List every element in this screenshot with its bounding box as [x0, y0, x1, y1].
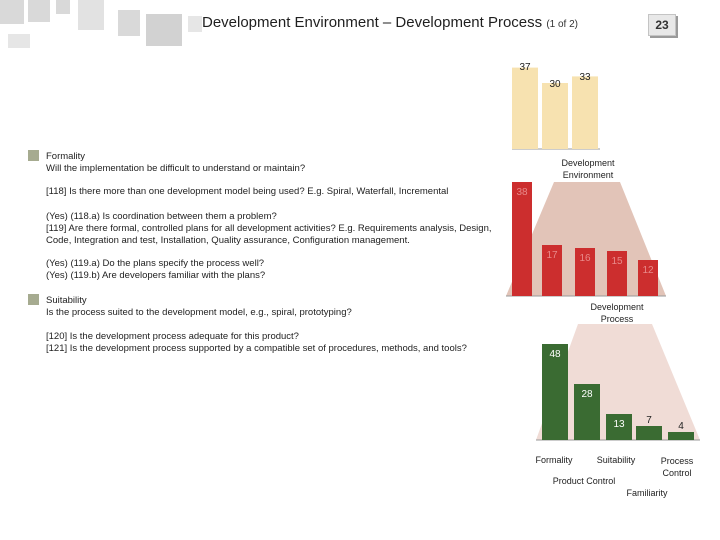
chart-title-development-environment-line2: Environment: [563, 170, 614, 180]
bar-1-3: [607, 251, 627, 296]
decorative-square: [28, 0, 50, 22]
bar-0-0: [512, 67, 538, 149]
category-label-product-control: Product Control: [552, 476, 616, 486]
decorative-square: [188, 16, 202, 32]
category-label-process-control: Process Control: [660, 456, 694, 478]
question-119: [119] Are there formal, controlled plans…: [46, 223, 492, 246]
section-heading-formality: Formality: [46, 151, 86, 162]
chart-title-development-process-line2: Process: [601, 314, 634, 324]
bar-value-label: 38: [516, 187, 528, 198]
decorative-square: [78, 0, 104, 30]
question-119b: (Yes) (119.b) Are developers familiar wi…: [46, 270, 266, 281]
title-text: Development Environment – Development Pr…: [201, 14, 543, 31]
category-label-suitability: Suitability: [596, 455, 636, 465]
chart-title-development-environment: Development: [561, 158, 615, 168]
bar-value-label: 33: [579, 72, 591, 83]
decorative-square: [8, 34, 30, 48]
bar-1-2: [575, 248, 595, 296]
section-description-suitability: Is the process suited to the development…: [46, 307, 352, 318]
question-120: [120] Is the development process adequat…: [46, 331, 299, 342]
decorative-square: [118, 10, 140, 36]
bar-2-4: [668, 432, 694, 440]
bar-0-2: [572, 76, 598, 149]
bar-2-1: [574, 384, 600, 440]
bar-0-1: [542, 83, 568, 149]
chart-title-development-process: Development: [590, 302, 644, 312]
bar-value-label: 48: [549, 349, 561, 360]
decorative-square: [146, 14, 182, 46]
bullet-icon: [28, 294, 39, 305]
bar-value-label: 12: [642, 265, 654, 276]
bar-value-label: 28: [581, 389, 593, 400]
decorative-square: [0, 0, 24, 24]
bar-value-label: 30: [549, 79, 561, 90]
category-label-familiarity: Familiarity: [626, 488, 668, 498]
bar-value-label: 17: [546, 250, 558, 261]
bar-value-label: 37: [519, 62, 531, 73]
question-119a: (Yes) (119.a) Do the plans specify the p…: [46, 258, 265, 269]
bar-value-label: 4: [678, 421, 684, 432]
bar-1-1: [542, 245, 562, 296]
bar-2-3: [636, 426, 662, 440]
question-121: [121] Is the development process support…: [46, 343, 467, 354]
bar-1-0: [512, 182, 532, 296]
bar-2-2: [606, 414, 632, 440]
section-heading-suitability: Suitability: [46, 295, 87, 306]
title-subtitle: (1 of 2): [546, 19, 579, 30]
bar-value-label: 7: [646, 415, 652, 426]
decorative-square: [56, 0, 70, 14]
bar-value-label: 13: [613, 419, 625, 430]
category-label-formality: Formality: [535, 455, 573, 465]
bar-value-label: 16: [579, 253, 591, 264]
bullet-icon: [28, 150, 39, 161]
section-description-formality: Will the implementation be difficult to …: [46, 163, 306, 174]
bar-value-label: 15: [611, 256, 623, 267]
page-number-badge: 23: [648, 14, 676, 36]
question-118: [118] Is there more than one development…: [46, 186, 449, 197]
page-title: Development Environment – Development Pr…: [150, 14, 630, 31]
bar-1-4: [638, 260, 658, 296]
bar-2-0: [542, 344, 568, 440]
question-118a: (Yes) (118.a) Is coordination between th…: [46, 211, 277, 222]
